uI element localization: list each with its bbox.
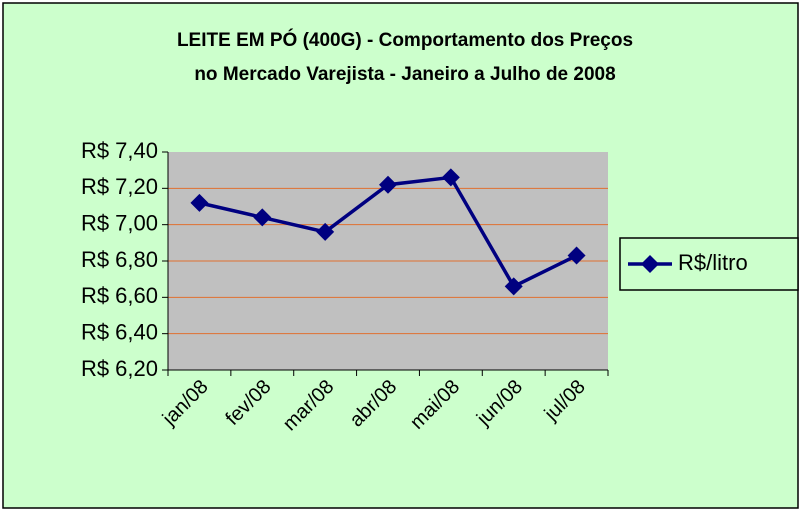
y-tick-label: R$ 6,80 — [81, 247, 158, 272]
chart-title: no Mercado Varejista - Janeiro a Julho d… — [194, 64, 615, 85]
y-tick-label: R$ 6,40 — [81, 319, 158, 344]
data-point — [190, 193, 209, 212]
y-tick-label: R$ 7,40 — [81, 138, 158, 163]
chart-title: LEITE EM PÓ (400G) - Comportamento dos P… — [177, 29, 633, 51]
data-point — [441, 168, 460, 187]
y-tick-label: R$ 7,20 — [81, 174, 158, 199]
data-point — [253, 208, 272, 227]
legend-marker — [641, 255, 659, 273]
data-point — [379, 175, 397, 194]
legend-label: R$/litro — [678, 250, 748, 275]
data-point — [316, 222, 335, 241]
y-tick-label: R$ 6,60 — [81, 283, 158, 308]
data-point — [504, 277, 523, 296]
data-point — [567, 246, 586, 265]
y-tick-label: R$ 7,00 — [81, 210, 158, 235]
y-tick-label: R$ 6,20 — [81, 356, 158, 381]
